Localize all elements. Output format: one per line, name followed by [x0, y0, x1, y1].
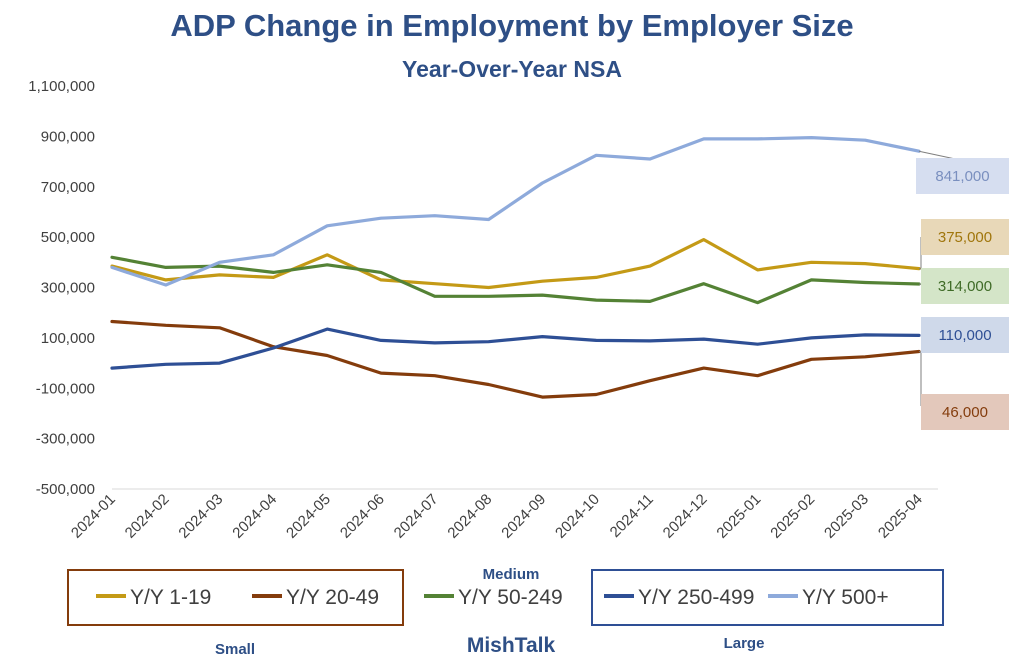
- callouts: 375,000 46,000 314,000 110,000 841,000: [916, 150, 1009, 430]
- x-tick-label: 2025-02: [767, 491, 818, 542]
- y-tick-label: -300,000: [36, 431, 95, 448]
- footer-brand: MishTalk: [467, 634, 556, 657]
- x-tick-label: 2024-03: [175, 491, 226, 542]
- data-label: 110,000: [938, 327, 991, 344]
- x-tick-label: 2024-04: [229, 491, 280, 542]
- y-tick-label: -500,000: [36, 481, 95, 498]
- y-tick-label: 1,100,000: [28, 78, 95, 95]
- legend-group-large-label: Large: [724, 635, 765, 652]
- x-tick-label: 2024-07: [391, 491, 442, 542]
- x-tick-label: 2024-06: [337, 491, 388, 542]
- x-tick-label: 2024-01: [68, 491, 119, 542]
- data-label: 46,000: [942, 404, 988, 421]
- x-tick-label: 2025-04: [875, 491, 926, 542]
- x-tick-label: 2024-12: [660, 491, 711, 542]
- legend-group-large-box: [591, 569, 944, 626]
- legend-label: Y/Y 500+: [802, 586, 889, 609]
- y-tick-label: 500,000: [41, 229, 95, 246]
- x-tick-label: 2024-09: [498, 491, 549, 542]
- series-line-4: [110, 327, 921, 370]
- legend: Medium Small Large Y/Y 1-19 Y/Y 20-49 Y/Y …: [67, 566, 944, 658]
- series-line-5: [110, 136, 921, 287]
- data-label: 314,000: [938, 278, 992, 295]
- x-tick-label: 2024-11: [607, 491, 657, 541]
- y-tick-label: 700,000: [41, 179, 95, 196]
- callout-box: [921, 219, 1009, 255]
- legend-group-small-label: Small: [215, 641, 255, 658]
- callout-box: [921, 317, 1009, 353]
- series-line-2: [110, 319, 921, 399]
- chart-subtitle: Year-Over-Year NSA: [402, 56, 622, 82]
- y-tick-label: 900,000: [41, 128, 95, 145]
- y-tick-label: 300,000: [41, 280, 95, 297]
- callout-box: [916, 158, 1009, 194]
- callout-leader: [918, 237, 922, 270]
- data-label: 375,000: [938, 229, 992, 246]
- series-lines: [110, 136, 921, 399]
- legend-label: Y/Y 250-499: [638, 586, 754, 609]
- data-label: 841,000: [935, 168, 989, 185]
- chart-title: ADP Change in Employment by Employer Siz…: [170, 8, 853, 43]
- x-tick-label: 2024-10: [552, 491, 603, 542]
- callout-box: [921, 268, 1009, 304]
- x-tick-label: 2025-01: [713, 491, 764, 542]
- callout-leader: [918, 350, 922, 406]
- legend-label: Y/Y 20-49: [286, 586, 379, 609]
- series-line-1: [110, 238, 921, 290]
- x-axis: 2024-01 2024-02 2024-03 2024-04 2024-05 2024-…: [68, 491, 926, 542]
- y-tick-label: 100,000: [41, 330, 95, 347]
- callout-box: [921, 394, 1009, 430]
- y-tick-label: -100,000: [36, 380, 95, 397]
- x-tick-label: 2024-05: [283, 491, 334, 542]
- x-tick-label: 2024-02: [122, 491, 173, 542]
- y-axis: 1,100,000 900,000 700,000 500,000 300,000 100…: [28, 78, 95, 498]
- x-tick-label: 2025-03: [821, 491, 872, 542]
- series-line-3: [110, 255, 921, 305]
- legend-label: Y/Y 50-249: [458, 586, 563, 609]
- legend-label: Y/Y 1-19: [130, 586, 211, 609]
- legend-group-small-box: [67, 569, 404, 626]
- x-tick-label: 2024-08: [444, 491, 495, 542]
- legend-group-medium-label: Medium: [483, 566, 540, 583]
